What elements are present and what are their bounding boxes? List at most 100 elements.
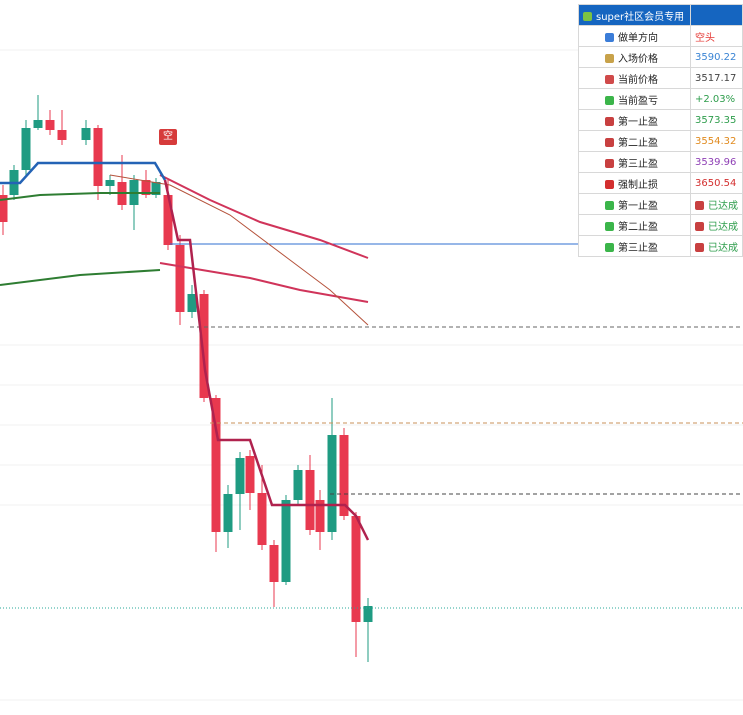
candle-body xyxy=(93,128,103,186)
candle-body xyxy=(327,435,337,532)
value-text: 3573.35 xyxy=(695,114,737,126)
label-text: 第一止盈 xyxy=(618,116,658,128)
icon xyxy=(605,179,614,189)
candle-body xyxy=(33,120,43,128)
panel-row: 入场价格 3590.22 xyxy=(578,46,743,68)
panel-header: super社区会员专用 xyxy=(578,4,743,26)
icon xyxy=(605,95,614,105)
signal-marker: 空 xyxy=(159,129,177,145)
header-cell xyxy=(690,4,743,26)
label-text: 强制止损 xyxy=(618,179,658,191)
row-label: 第三止盈 xyxy=(578,235,691,257)
label-text: 第二止盈 xyxy=(618,137,658,149)
candle-body xyxy=(351,516,361,622)
icon xyxy=(605,137,614,147)
row-value: 空头 xyxy=(690,25,743,47)
row-value: 3554.32 xyxy=(690,130,743,152)
icon xyxy=(583,11,592,21)
row-value: 已达成 xyxy=(690,193,743,215)
panel-row: 做单方向 空头 xyxy=(578,25,743,47)
label-text: 第一止盈 xyxy=(618,200,658,212)
row-label: 做单方向 xyxy=(578,25,691,47)
row-value: 已达成 xyxy=(690,214,743,236)
row-label: 当前盈亏 xyxy=(578,88,691,110)
candle-body xyxy=(305,470,315,530)
candle-body xyxy=(245,456,255,493)
icon xyxy=(695,221,704,231)
candle-body xyxy=(269,545,279,582)
candle-body xyxy=(363,606,373,622)
label-text: 第三止盈 xyxy=(618,158,658,170)
value-text: +2.03% xyxy=(695,93,736,105)
label-text: 入场价格 xyxy=(618,53,658,65)
candle-body xyxy=(199,294,209,398)
panel-row: 当前价格 3517.17 xyxy=(578,67,743,89)
label-text: 第三止盈 xyxy=(618,242,658,254)
row-value: 3573.35 xyxy=(690,109,743,131)
stop-line xyxy=(163,179,370,541)
row-value: 已达成 xyxy=(690,235,743,257)
candle-body xyxy=(257,493,267,545)
label-text: 当前价格 xyxy=(618,74,658,86)
icon xyxy=(605,200,614,210)
row-label: 第一止盈 xyxy=(578,193,691,215)
value-text: 已达成 xyxy=(708,221,738,233)
candle-body xyxy=(281,500,291,582)
icon xyxy=(605,74,614,84)
row-label: 当前价格 xyxy=(578,67,691,89)
ma-line xyxy=(159,262,369,303)
candle-body xyxy=(211,398,221,532)
candle-body xyxy=(235,458,245,494)
icon xyxy=(605,242,614,252)
candle-body xyxy=(339,435,349,516)
panel-row: 强制止损 3650.54 xyxy=(578,172,743,194)
value-text: 3554.32 xyxy=(695,135,737,147)
candle-body xyxy=(293,470,303,500)
row-value: +2.03% xyxy=(690,88,743,110)
ma-line xyxy=(0,192,160,201)
icon xyxy=(605,158,614,168)
ma-line xyxy=(159,174,369,259)
label-text: 当前盈亏 xyxy=(618,95,658,107)
row-label: 入场价格 xyxy=(578,46,691,68)
candle-body xyxy=(187,294,197,312)
candle-body xyxy=(0,195,8,222)
icon xyxy=(695,200,704,210)
value-text: 3539.96 xyxy=(695,156,737,168)
panel-row: 第一止盈 3573.35 xyxy=(578,109,743,131)
panel-row: 第三止盈 3539.96 xyxy=(578,151,743,173)
row-label: 第二止盈 xyxy=(578,214,691,236)
value-text: 空头 xyxy=(695,32,715,44)
candle-body xyxy=(175,245,185,312)
row-label: 第一止盈 xyxy=(578,109,691,131)
icon xyxy=(605,116,614,126)
panel-row: 第一止盈 已达成 xyxy=(578,193,743,215)
title-text: super社区会员专用 xyxy=(596,11,685,23)
candle-body xyxy=(151,182,161,195)
value-text: 已达成 xyxy=(708,242,738,254)
label-text: 第二止盈 xyxy=(618,221,658,233)
candle-body xyxy=(315,500,325,532)
row-value: 3590.22 xyxy=(690,46,743,68)
icon xyxy=(605,221,614,231)
panel-row: 当前盈亏 +2.03% xyxy=(578,88,743,110)
candle-body xyxy=(45,120,55,130)
row-label: 第三止盈 xyxy=(578,151,691,173)
row-label: 第二止盈 xyxy=(578,130,691,152)
label-text: 做单方向 xyxy=(618,32,658,44)
panel-title: super社区会员专用 xyxy=(578,4,691,26)
row-value: 3650.54 xyxy=(690,172,743,194)
info-panel: super社区会员专用 做单方向 空头 入场价格 3590.22 当前价格 3517.17 当… xyxy=(578,4,743,257)
panel-row: 第二止盈 已达成 xyxy=(578,214,743,236)
candle-body xyxy=(141,180,151,195)
row-value: 3517.17 xyxy=(690,67,743,89)
icon xyxy=(605,53,614,63)
value-text: 3590.22 xyxy=(695,51,737,63)
candle-body xyxy=(223,494,233,532)
candle-body xyxy=(21,128,31,170)
candle-body xyxy=(163,195,173,245)
icon xyxy=(695,242,704,252)
panel-row: 第三止盈 已达成 xyxy=(578,235,743,257)
candle-body xyxy=(105,180,115,186)
